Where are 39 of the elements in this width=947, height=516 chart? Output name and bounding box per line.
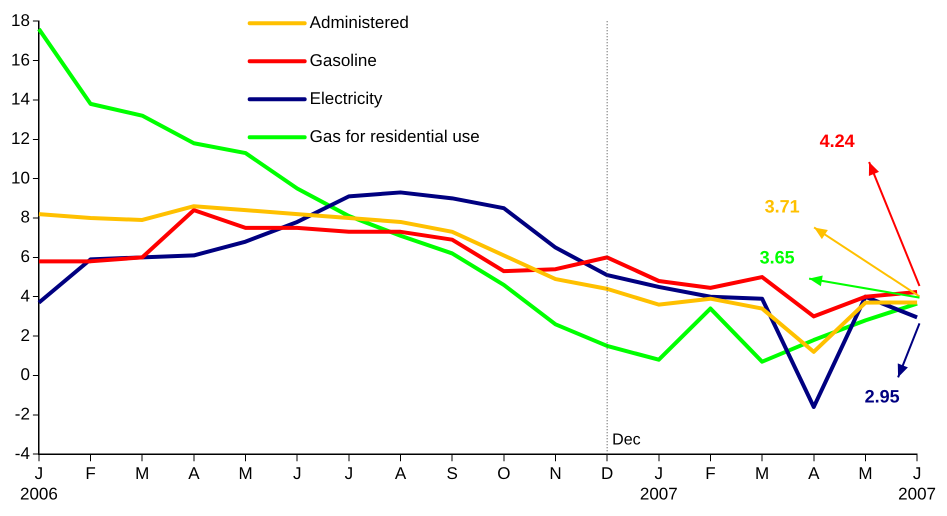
y-tick-label: 6 bbox=[20, 247, 30, 266]
annotation: 2.95 bbox=[864, 386, 900, 406]
x-tick-label: M bbox=[755, 464, 770, 484]
x-tick-label: M bbox=[238, 464, 253, 484]
x-tick-label: J 2006 bbox=[20, 464, 58, 504]
y-tick-label: 4 bbox=[20, 286, 30, 306]
y-tick-label: 14 bbox=[10, 90, 30, 109]
y-tick-label: 10 bbox=[10, 168, 30, 188]
x-tick-label: J bbox=[344, 464, 354, 484]
x-tick-label: O bbox=[497, 464, 510, 484]
x-tick-label: F bbox=[705, 464, 716, 484]
y-tick-label: -4 bbox=[14, 444, 30, 463]
annotation: 3.71 bbox=[764, 196, 800, 216]
legend-label: Gasoline bbox=[310, 50, 377, 70]
x-tick-label: J 2007 bbox=[898, 464, 936, 504]
y-tick-label: 2 bbox=[20, 326, 30, 345]
x-tick-label: N bbox=[549, 464, 562, 484]
y-tick-label: 8 bbox=[20, 208, 30, 227]
y-tick-label: 16 bbox=[10, 50, 30, 70]
legend-label: Administered bbox=[310, 12, 409, 32]
x-tick-label: D bbox=[601, 464, 614, 484]
legend-label: Gas for residential use bbox=[310, 126, 480, 146]
legend-label: Electricity bbox=[310, 88, 383, 108]
y-tick-label: 0 bbox=[20, 365, 30, 384]
annotation: 4.24 bbox=[820, 130, 855, 151]
y-tick-label: -2 bbox=[14, 404, 30, 424]
x-tick-label: A bbox=[394, 464, 407, 484]
x-tick-label: M bbox=[858, 464, 873, 484]
y-tick-label: 18 bbox=[10, 10, 30, 30]
x-tick-label: J 2007 bbox=[640, 464, 678, 504]
x-tick-label: A bbox=[808, 464, 820, 484]
ref-line-label: Dec bbox=[612, 432, 641, 449]
x-tick-label: F bbox=[85, 464, 96, 484]
x-tick-label: A bbox=[188, 464, 200, 484]
y-tick-label: 12 bbox=[10, 128, 30, 148]
annotation: 3.65 bbox=[760, 248, 795, 268]
x-tick-label: J bbox=[292, 464, 302, 484]
x-tick-label: M bbox=[135, 464, 150, 484]
x-tick-label: S bbox=[446, 464, 458, 484]
